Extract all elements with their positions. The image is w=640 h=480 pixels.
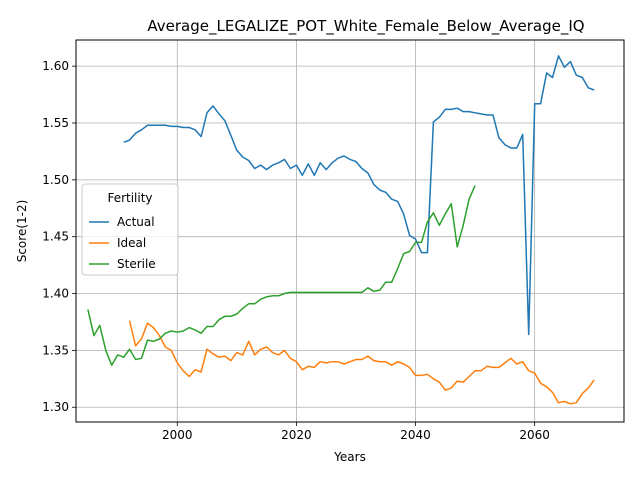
y-tick-label: 1.45 xyxy=(42,230,69,244)
series-line-ideal xyxy=(128,320,595,405)
legend: Fertility Actual Ideal Sterile xyxy=(81,183,179,276)
legend-title: Fertility xyxy=(107,191,152,205)
legend-label-ideal: Ideal xyxy=(117,236,146,250)
series-line-sterile xyxy=(87,185,476,366)
series-layer xyxy=(87,55,595,405)
legend-box xyxy=(81,183,179,276)
y-axis-ticks: 1.30 1.35 1.40 1.45 1.50 1.55 1.60 xyxy=(42,59,76,414)
x-tick-label: 2000 xyxy=(162,428,193,442)
y-tick-label: 1.40 xyxy=(42,287,69,301)
x-tick-label: 2040 xyxy=(400,428,431,442)
y-tick-label: 1.60 xyxy=(42,59,69,73)
y-axis-label: Score(1-2) xyxy=(15,200,29,263)
series-line-actual xyxy=(123,55,595,336)
plot-frame xyxy=(75,39,625,423)
x-axis-label: Years xyxy=(333,450,366,464)
x-tick-label: 2020 xyxy=(281,428,312,442)
y-tick-label: 1.50 xyxy=(42,173,69,187)
y-tick-label: 1.30 xyxy=(42,400,69,414)
legend-label-actual: Actual xyxy=(117,215,155,229)
chart-title: Average_LEGALIZE_POT_White_Female_Below_… xyxy=(147,17,584,36)
legend-label-sterile: Sterile xyxy=(117,257,156,271)
x-axis-ticks: 2000 2020 2040 2060 xyxy=(162,422,550,442)
x-tick-label: 2060 xyxy=(519,428,550,442)
legend-items: Actual Ideal Sterile xyxy=(89,215,156,271)
y-tick-label: 1.55 xyxy=(42,116,69,130)
y-tick-label: 1.35 xyxy=(42,343,69,357)
